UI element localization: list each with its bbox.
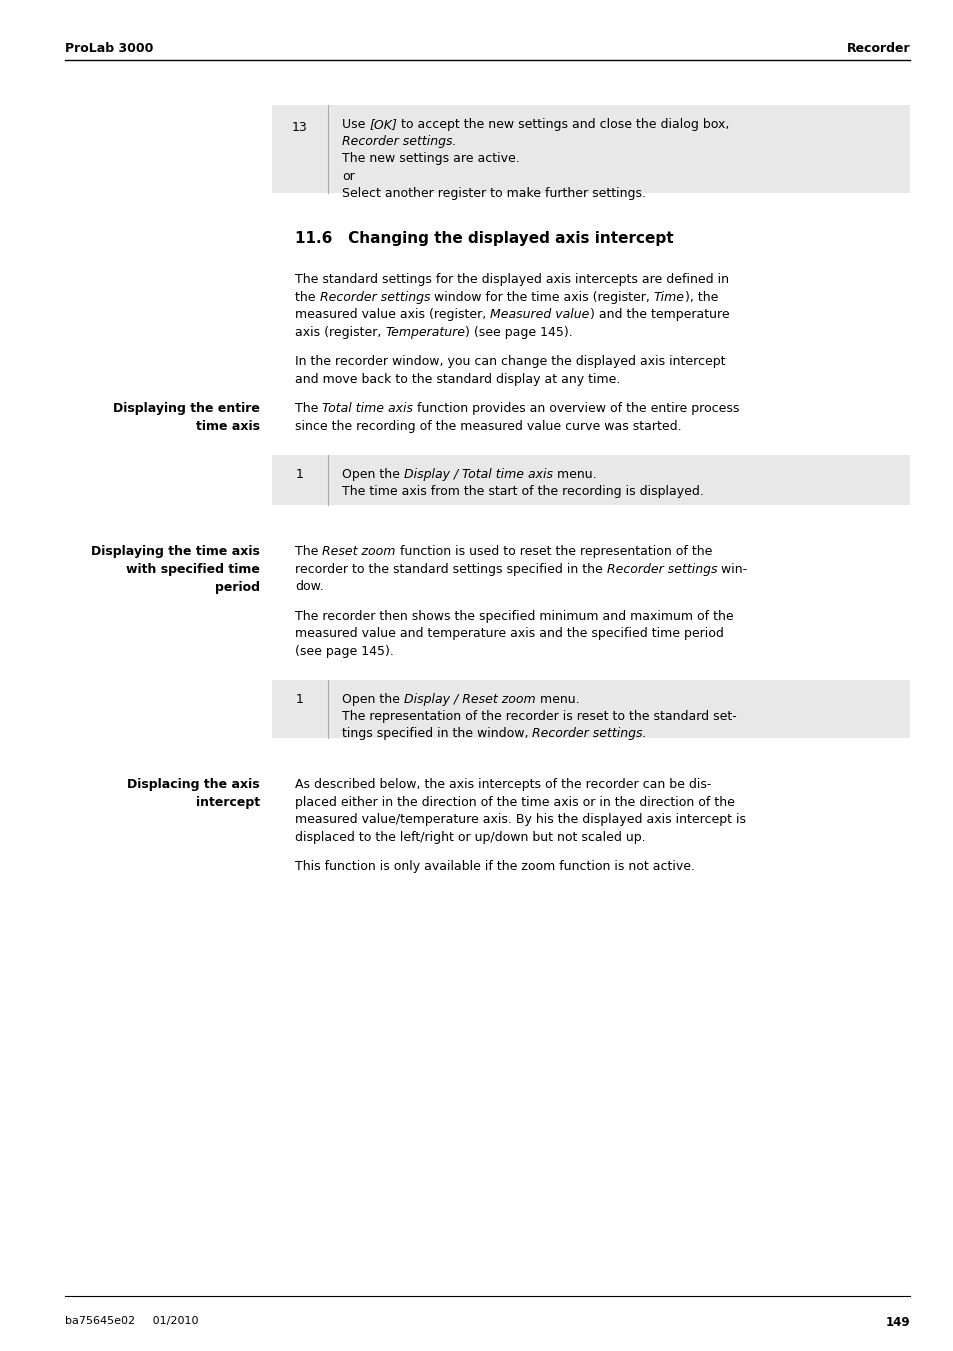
Text: dow.: dow. — [294, 580, 323, 593]
Text: The: The — [294, 544, 322, 558]
Text: Recorder settings.: Recorder settings. — [341, 135, 456, 149]
Text: ba75645e02     01/2010: ba75645e02 01/2010 — [65, 1316, 198, 1325]
Text: The new settings are active.: The new settings are active. — [341, 153, 519, 165]
Text: The: The — [294, 403, 322, 415]
Text: function provides an overview of the entire process: function provides an overview of the ent… — [413, 403, 739, 415]
Text: window for the time axis (register,: window for the time axis (register, — [430, 290, 653, 304]
Text: Displacing the axis
intercept: Displacing the axis intercept — [128, 778, 260, 809]
Text: displaced to the left/right or up/down but not scaled up.: displaced to the left/right or up/down b… — [294, 831, 645, 843]
Text: In the recorder window, you can change the displayed axis intercept: In the recorder window, you can change t… — [294, 355, 724, 367]
Text: 11.6   Changing the displayed axis intercept: 11.6 Changing the displayed axis interce… — [294, 231, 673, 246]
Text: win-: win- — [717, 562, 746, 576]
Text: or: or — [341, 170, 355, 182]
Text: Recorder settings: Recorder settings — [606, 562, 717, 576]
Text: Open the: Open the — [341, 693, 403, 707]
Text: [OK]: [OK] — [369, 118, 396, 131]
Text: 149: 149 — [884, 1316, 909, 1329]
Text: (see page 145).: (see page 145). — [294, 644, 394, 658]
Text: since the recording of the measured value curve was started.: since the recording of the measured valu… — [294, 420, 680, 432]
Text: The time axis from the start of the recording is displayed.: The time axis from the start of the reco… — [341, 485, 703, 499]
Bar — [272, 455, 909, 505]
Text: ) (see page 145).: ) (see page 145). — [465, 326, 573, 339]
Text: 1: 1 — [295, 467, 304, 481]
Text: function is used to reset the representation of the: function is used to reset the representa… — [395, 544, 711, 558]
Text: menu.: menu. — [535, 693, 578, 707]
Text: 13: 13 — [292, 122, 308, 134]
Text: Measured value: Measured value — [490, 308, 589, 322]
Bar — [272, 680, 909, 738]
Text: Recorder: Recorder — [845, 42, 909, 55]
Text: The standard settings for the displayed axis intercepts are defined in: The standard settings for the displayed … — [294, 273, 728, 286]
Text: Reset zoom: Reset zoom — [322, 544, 395, 558]
Text: Displaying the time axis
with specified time
period: Displaying the time axis with specified … — [91, 544, 260, 594]
Text: placed either in the direction of the time axis or in the direction of the: placed either in the direction of the ti… — [294, 796, 734, 808]
Text: 1: 1 — [295, 693, 304, 707]
Text: axis (register,: axis (register, — [294, 326, 385, 339]
Text: The recorder then shows the specified minimum and maximum of the: The recorder then shows the specified mi… — [294, 609, 733, 623]
Text: Display /: Display / — [403, 467, 461, 481]
Text: measured value/temperature axis. By his the displayed axis intercept is: measured value/temperature axis. By his … — [294, 813, 745, 825]
Text: ), the: ), the — [684, 290, 718, 304]
Text: menu.: menu. — [553, 467, 597, 481]
Text: Total time axis: Total time axis — [322, 403, 413, 415]
Text: As described below, the axis intercepts of the recorder can be dis-: As described below, the axis intercepts … — [294, 778, 711, 790]
Bar — [272, 105, 909, 193]
Text: Use: Use — [341, 118, 369, 131]
Text: the: the — [294, 290, 319, 304]
Text: ProLab 3000: ProLab 3000 — [65, 42, 153, 55]
Text: Time: Time — [653, 290, 684, 304]
Text: to accept the new settings and close the dialog box,: to accept the new settings and close the… — [396, 118, 729, 131]
Text: tings specified in the window,: tings specified in the window, — [341, 727, 532, 740]
Text: The representation of the recorder is reset to the standard set-: The representation of the recorder is re… — [341, 711, 736, 723]
Text: This function is only available if the zoom function is not active.: This function is only available if the z… — [294, 861, 695, 873]
Text: ) and the temperature: ) and the temperature — [589, 308, 728, 322]
Text: measured value and temperature axis and the specified time period: measured value and temperature axis and … — [294, 627, 723, 640]
Text: Recorder settings: Recorder settings — [319, 290, 430, 304]
Text: Select another register to make further settings.: Select another register to make further … — [341, 186, 645, 200]
Text: Recorder settings.: Recorder settings. — [532, 727, 646, 740]
Text: Display / Reset zoom: Display / Reset zoom — [403, 693, 535, 707]
Text: Displaying the entire
time axis: Displaying the entire time axis — [113, 403, 260, 434]
Text: recorder to the standard settings specified in the: recorder to the standard settings specif… — [294, 562, 606, 576]
Text: measured value axis (register,: measured value axis (register, — [294, 308, 490, 322]
Text: Open the: Open the — [341, 467, 403, 481]
Text: Temperature: Temperature — [385, 326, 465, 339]
Text: and move back to the standard display at any time.: and move back to the standard display at… — [294, 373, 619, 385]
Text: Total time axis: Total time axis — [461, 467, 553, 481]
